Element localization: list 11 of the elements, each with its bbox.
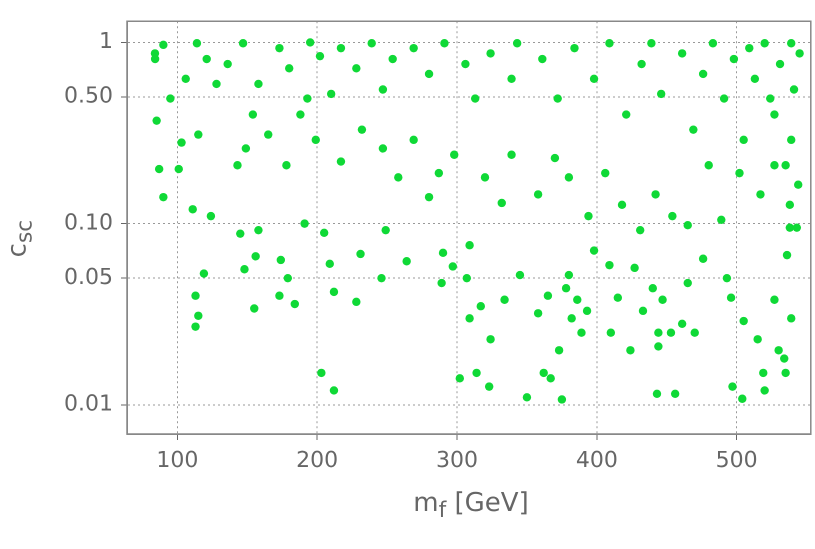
x-tick-label: 300 (436, 448, 478, 473)
y-tick-label: 0.10 (64, 210, 113, 236)
x-tick-label: 200 (296, 448, 338, 473)
y-tick-label: 0.50 (64, 84, 113, 109)
x-tick-label: 500 (716, 448, 758, 473)
y-tick-label: 1 (99, 29, 113, 54)
y-tick-label: 0.05 (64, 264, 113, 290)
x-axis-title: m$_{f}$ [GeV] (412, 488, 530, 524)
y-tick-label: 0.01 (64, 392, 113, 417)
x-tick-label: 400 (576, 448, 618, 473)
x-tick-label: 100 (156, 448, 198, 473)
